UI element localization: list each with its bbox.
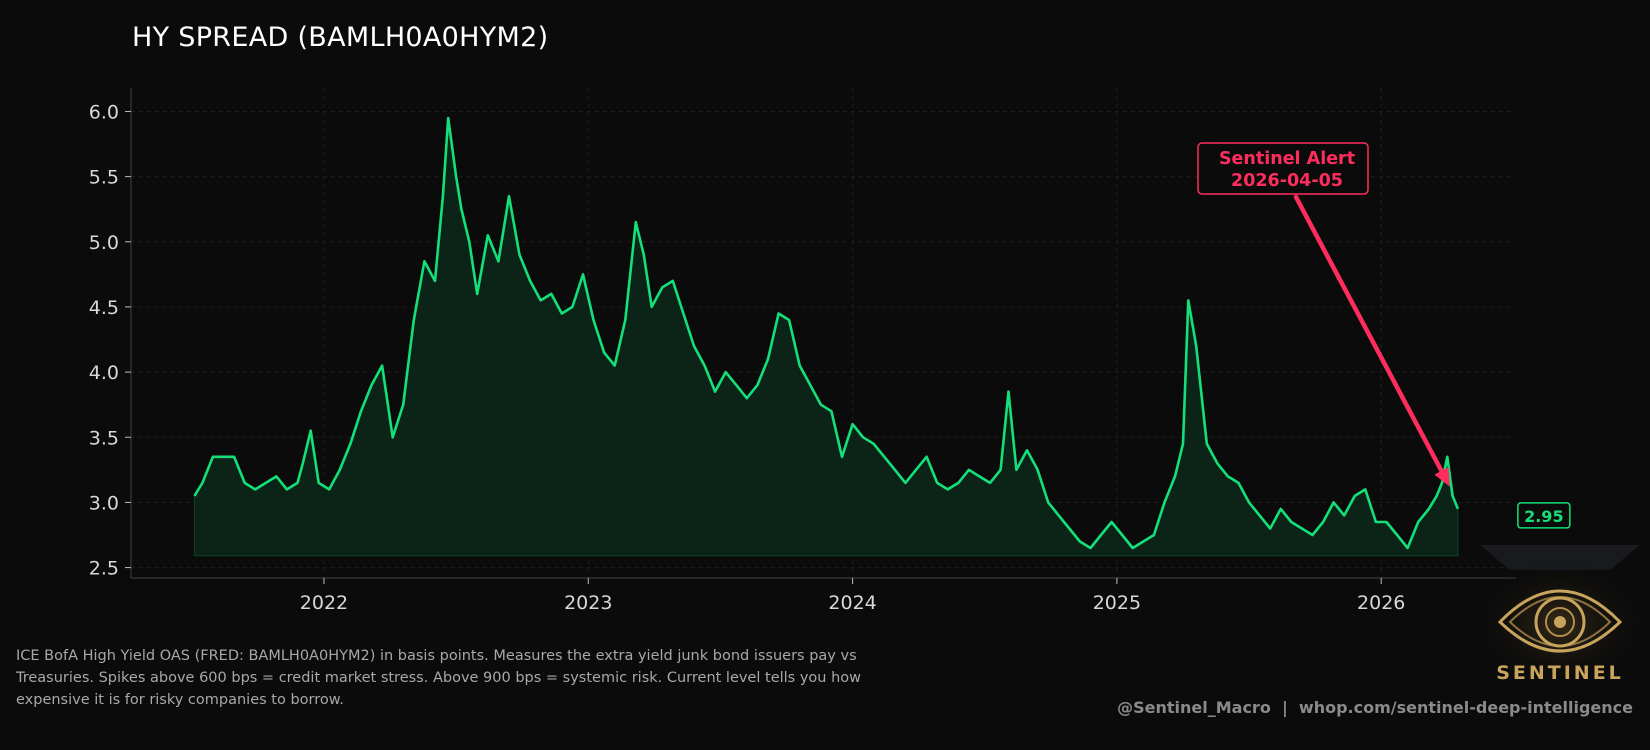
x-tick-label: 2026	[1357, 592, 1405, 614]
alert-date: 2026-04-05	[1231, 171, 1343, 191]
y-tick-label: 2.5	[89, 558, 119, 580]
y-tick-label: 5.5	[89, 167, 119, 189]
y-tick-label: 6.0	[89, 101, 119, 123]
series-line	[193, 116, 1460, 550]
x-tick-label: 2025	[1093, 592, 1141, 614]
last-value-label: 2.95	[1524, 507, 1563, 526]
y-tick-label: 4.0	[89, 362, 119, 384]
logo: SENTINEL	[1470, 540, 1650, 690]
x-tick-label: 2024	[828, 592, 876, 614]
y-tick-label: 4.5	[89, 297, 119, 319]
chart-title: HY SPREAD (BAMLH0A0HYM2)	[132, 22, 549, 53]
y-tick-label: 3.5	[89, 427, 119, 449]
series-line-path	[193, 116, 1460, 550]
last-value-badge	[1517, 502, 1571, 529]
logo-text: SENTINEL	[1496, 662, 1624, 684]
axes: 2.5 3.0 3.5 4.0 4.5 5.0 5.5 6.0 2022 2023 2024 2025…	[89, 88, 1516, 614]
alert-title: Sentinel Alert	[1219, 149, 1355, 169]
x-tick-label: 2023	[564, 592, 612, 614]
alert-arrow	[1293, 194, 1444, 474]
x-tick-label: 2022	[300, 592, 348, 614]
footer-credit: @Sentinel_Macro | whop.com/sentinel-deep…	[1117, 698, 1633, 717]
y-tick-label: 3.0	[89, 492, 119, 514]
y-tick-label: 5.0	[89, 232, 119, 254]
alert-arrowhead	[1434, 467, 1450, 487]
alert-box	[1197, 142, 1369, 195]
eye-icon	[1480, 545, 1640, 678]
chart-description: ICE BofA High Yield OAS (FRED: BAMLH0A0H…	[16, 648, 862, 708]
